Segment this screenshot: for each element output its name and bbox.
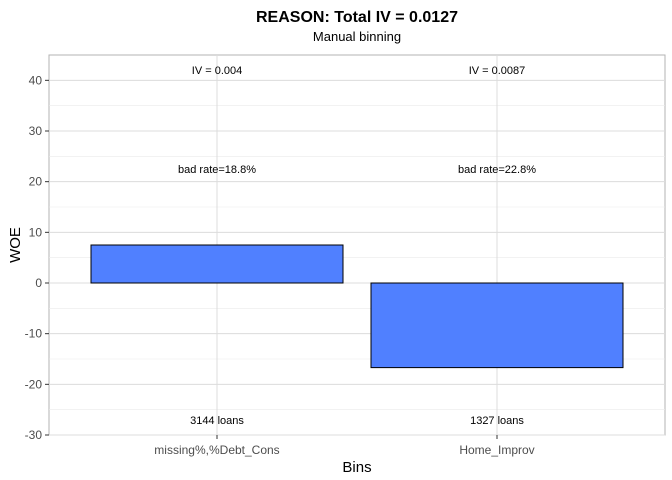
chart-title: REASON: Total IV = 0.0127	[256, 9, 458, 26]
bar-annotations: IV = 0.004 bad rate=18.8% 3144 loans IV = 0…	[178, 65, 536, 427]
y-axis-title: WOE	[7, 227, 24, 263]
grid-lines	[49, 55, 665, 436]
x-tick-label-0: missing%,%Debt_Cons	[154, 443, 279, 457]
y-tick-label: 10	[29, 225, 43, 239]
chart-subtitle: Manual binning	[313, 29, 401, 44]
loans-label-0: 3144 loans	[190, 415, 244, 427]
y-tick-label: -30	[25, 428, 43, 442]
y-tick-label: 30	[29, 124, 43, 138]
y-tick-label: 40	[29, 73, 43, 87]
y-tick-label: -20	[25, 377, 43, 391]
x-axis-ticks: missing%,%Debt_Cons Home_Improv	[154, 435, 535, 457]
bad-rate-label-1: bad rate=22.8%	[458, 164, 536, 176]
x-axis-title: Bins	[342, 459, 371, 476]
y-tick-label: 0	[35, 276, 42, 290]
y-tick-label: -10	[25, 327, 43, 341]
bar-0	[90, 244, 344, 284]
y-axis-ticks: -30 -20 -10 0 10 20 30 40	[25, 73, 49, 442]
bad-rate-label-0: bad rate=18.8%	[178, 164, 256, 176]
y-tick-label: 20	[29, 175, 43, 189]
bar-1	[370, 282, 624, 369]
loans-label-1: 1327 loans	[470, 415, 524, 427]
iv-label-0: IV = 0.004	[192, 65, 242, 77]
x-tick-label-1: Home_Improv	[459, 443, 534, 457]
bars	[90, 244, 624, 369]
iv-label-1: IV = 0.0087	[469, 65, 526, 77]
